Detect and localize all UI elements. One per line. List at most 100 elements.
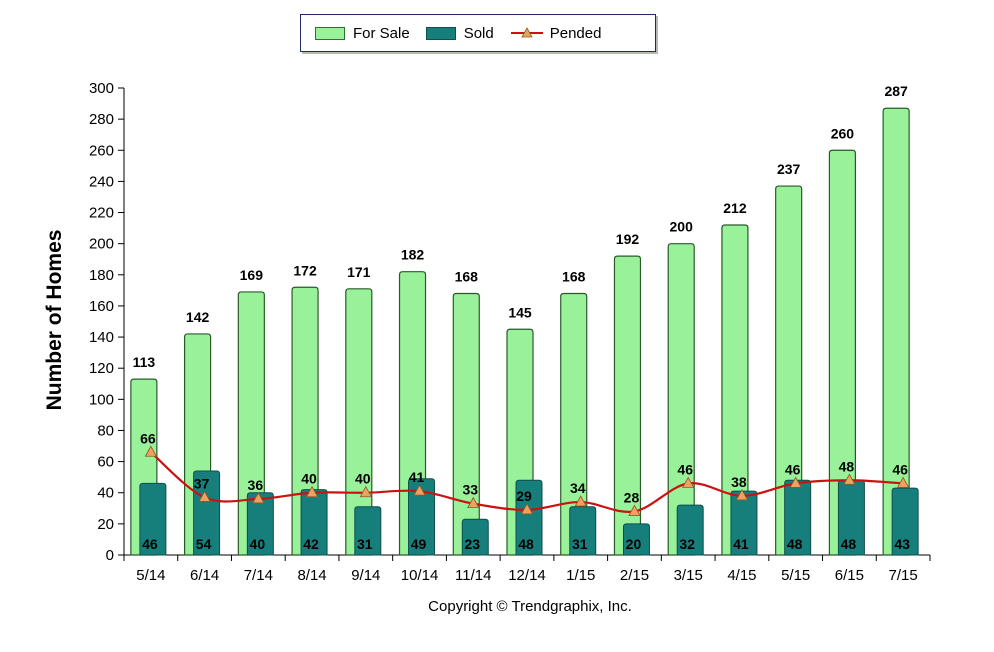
for-sale-value-label: 260 [831, 125, 855, 141]
sold-value-label: 49 [411, 536, 427, 552]
x-tick-label: 10/14 [401, 567, 439, 584]
x-tick-label: 11/14 [455, 567, 491, 584]
pended-marker [520, 503, 534, 515]
legend-item-sold: Sold [425, 25, 494, 42]
pended-value-label: 33 [462, 482, 478, 498]
sold-value-label: 23 [464, 536, 480, 552]
x-tick-label: 8/14 [297, 567, 326, 584]
for-sale-swatch [315, 26, 345, 40]
for-sale-value-label: 169 [240, 267, 264, 283]
pended-marker [413, 484, 426, 496]
copyright-text: Copyright © Trendgraphix, Inc. [428, 598, 632, 615]
sold-bar [891, 487, 919, 556]
pended-value-label: 38 [731, 474, 747, 490]
y-tick-label: 300 [89, 80, 114, 97]
for-sale-value-label: 212 [723, 200, 747, 216]
y-tick-label: 180 [89, 267, 114, 284]
y-tick-label: 220 [89, 205, 114, 222]
pended-value-label: 34 [570, 480, 586, 496]
for-sale-bar [882, 107, 910, 556]
y-tick-label: 200 [89, 236, 114, 253]
sold-value-label: 43 [894, 536, 910, 552]
pended-marker [198, 490, 211, 502]
for-sale-value-label: 168 [562, 268, 586, 284]
y-tick-label: 160 [89, 298, 114, 315]
y-tick-label: 260 [89, 142, 114, 159]
sold-value-label: 48 [787, 536, 803, 552]
pended-value-label: 46 [677, 461, 693, 477]
legend-label-for-sale: For Sale [353, 24, 410, 42]
x-tick-label: 1/15 [566, 567, 595, 584]
for-sale-value-label: 192 [616, 231, 640, 247]
x-tick-label: 12/14 [508, 567, 546, 584]
sold-bar [408, 478, 436, 556]
for-sale-bar [721, 224, 749, 556]
y-tick-label: 20 [97, 516, 114, 533]
x-tick-label: 6/15 [835, 567, 864, 584]
for-sale-value-label: 182 [401, 247, 425, 263]
for-sale-bar [452, 292, 480, 556]
pended-marker [144, 445, 158, 457]
for-sale-bar [237, 291, 265, 556]
pended-marker [896, 476, 910, 488]
sold-bar [354, 506, 382, 556]
for-sale-value-label: 168 [455, 268, 479, 284]
sold-bar [193, 470, 221, 556]
sold-swatch [425, 26, 456, 40]
x-tick-label: 5/15 [781, 567, 810, 584]
pended-value-label: 40 [301, 471, 317, 487]
sold-value-label: 46 [142, 536, 158, 552]
for-sale-value-label: 171 [347, 264, 371, 280]
pended-value-label: 29 [516, 488, 532, 504]
pended-marker [574, 495, 587, 507]
sold-value-label: 48 [841, 536, 857, 552]
x-tick-label: 3/15 [674, 567, 703, 584]
sold-value-label: 32 [679, 536, 695, 552]
pended-value-label: 46 [892, 461, 908, 477]
for-sale-value-label: 200 [670, 219, 694, 235]
sold-bar [676, 504, 704, 556]
for-sale-bar [775, 185, 803, 556]
x-tick-label: 4/15 [727, 567, 756, 584]
sold-bar [139, 482, 167, 556]
x-tick-label: 6/14 [190, 567, 219, 584]
pended-marker [843, 473, 856, 485]
for-sale-value-label: 113 [133, 354, 156, 370]
for-sale-bar [667, 243, 695, 556]
for-sale-value-label: 237 [777, 161, 801, 177]
pended-marker [467, 496, 480, 509]
pended-marker [252, 492, 265, 504]
pended-value-label: 66 [140, 430, 156, 446]
pended-value-label: 40 [355, 471, 371, 487]
y-tick-label: 0 [106, 547, 114, 564]
legend-item-pended: Pended [510, 24, 602, 42]
x-tick-label: 5/14 [136, 567, 165, 584]
for-sale-bar [828, 149, 856, 556]
pended-marker [682, 476, 695, 488]
sold-bar [246, 492, 274, 556]
sold-value-label: 20 [626, 536, 642, 552]
legend-label-pended: Pended [549, 24, 602, 42]
x-tick-label: 7/15 [889, 567, 918, 584]
pended-value-label: 37 [194, 475, 210, 491]
sold-bar [461, 518, 489, 556]
pended-value-label: 28 [624, 489, 640, 505]
pended-marker [735, 489, 749, 501]
sold-value-label: 41 [733, 536, 749, 552]
y-tick-label: 80 [97, 422, 114, 439]
pended-swatch [510, 27, 543, 38]
y-tick-label: 240 [89, 173, 114, 190]
legend-item-for-sale: For Sale [315, 25, 410, 42]
y-tick-label: 100 [89, 391, 114, 408]
y-tick-label: 140 [89, 329, 114, 346]
sold-bar [515, 479, 543, 556]
pended-marker [789, 476, 802, 488]
pended-marker [305, 485, 319, 498]
sold-value-label: 40 [250, 536, 266, 552]
pended-value-label: 48 [839, 458, 855, 474]
for-sale-value-label: 142 [186, 309, 210, 325]
y-tick-label: 280 [89, 111, 114, 128]
sold-value-label: 48 [518, 536, 534, 552]
x-tick-label: 2/15 [620, 567, 649, 584]
